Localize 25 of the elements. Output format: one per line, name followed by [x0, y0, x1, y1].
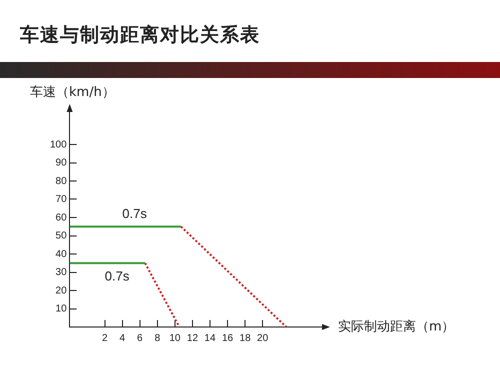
x-tick-label: 4	[120, 332, 126, 344]
y-tick-label: 50	[56, 230, 68, 242]
x-tick-label: 16	[222, 332, 234, 344]
y-tick-label: 60	[56, 212, 68, 224]
x-tick-label: 2	[102, 332, 108, 344]
y-tick-label: 100	[50, 139, 68, 150]
y-tick-label: 40	[56, 248, 68, 260]
x-tick-label: 6	[137, 332, 144, 344]
x-tick-label: 12	[186, 332, 198, 344]
y-tick-label: 20	[56, 285, 68, 296]
x-tick-label: 20	[257, 332, 269, 344]
x-tick-label: 14	[204, 332, 216, 344]
y-tick-label: 90	[56, 158, 68, 168]
x-tick-label: 10	[169, 332, 181, 344]
x-tick-label: 8	[154, 332, 161, 344]
annotation: 0.7s	[104, 268, 130, 284]
y-tick-label: 30	[56, 267, 68, 278]
chart-title: 车速与制动距离对比关系表	[20, 23, 260, 48]
y-tick-label: 10	[56, 304, 68, 314]
y-tick-label: 70	[56, 194, 68, 205]
y-axis-title: 车速（km/h）	[30, 84, 115, 102]
x-axis-title: 实际制动距离（m）	[338, 318, 455, 334]
x-tick-label: 18	[240, 332, 252, 344]
annotation: 0.7s	[122, 206, 148, 222]
y-tick-label: 80	[56, 176, 68, 187]
